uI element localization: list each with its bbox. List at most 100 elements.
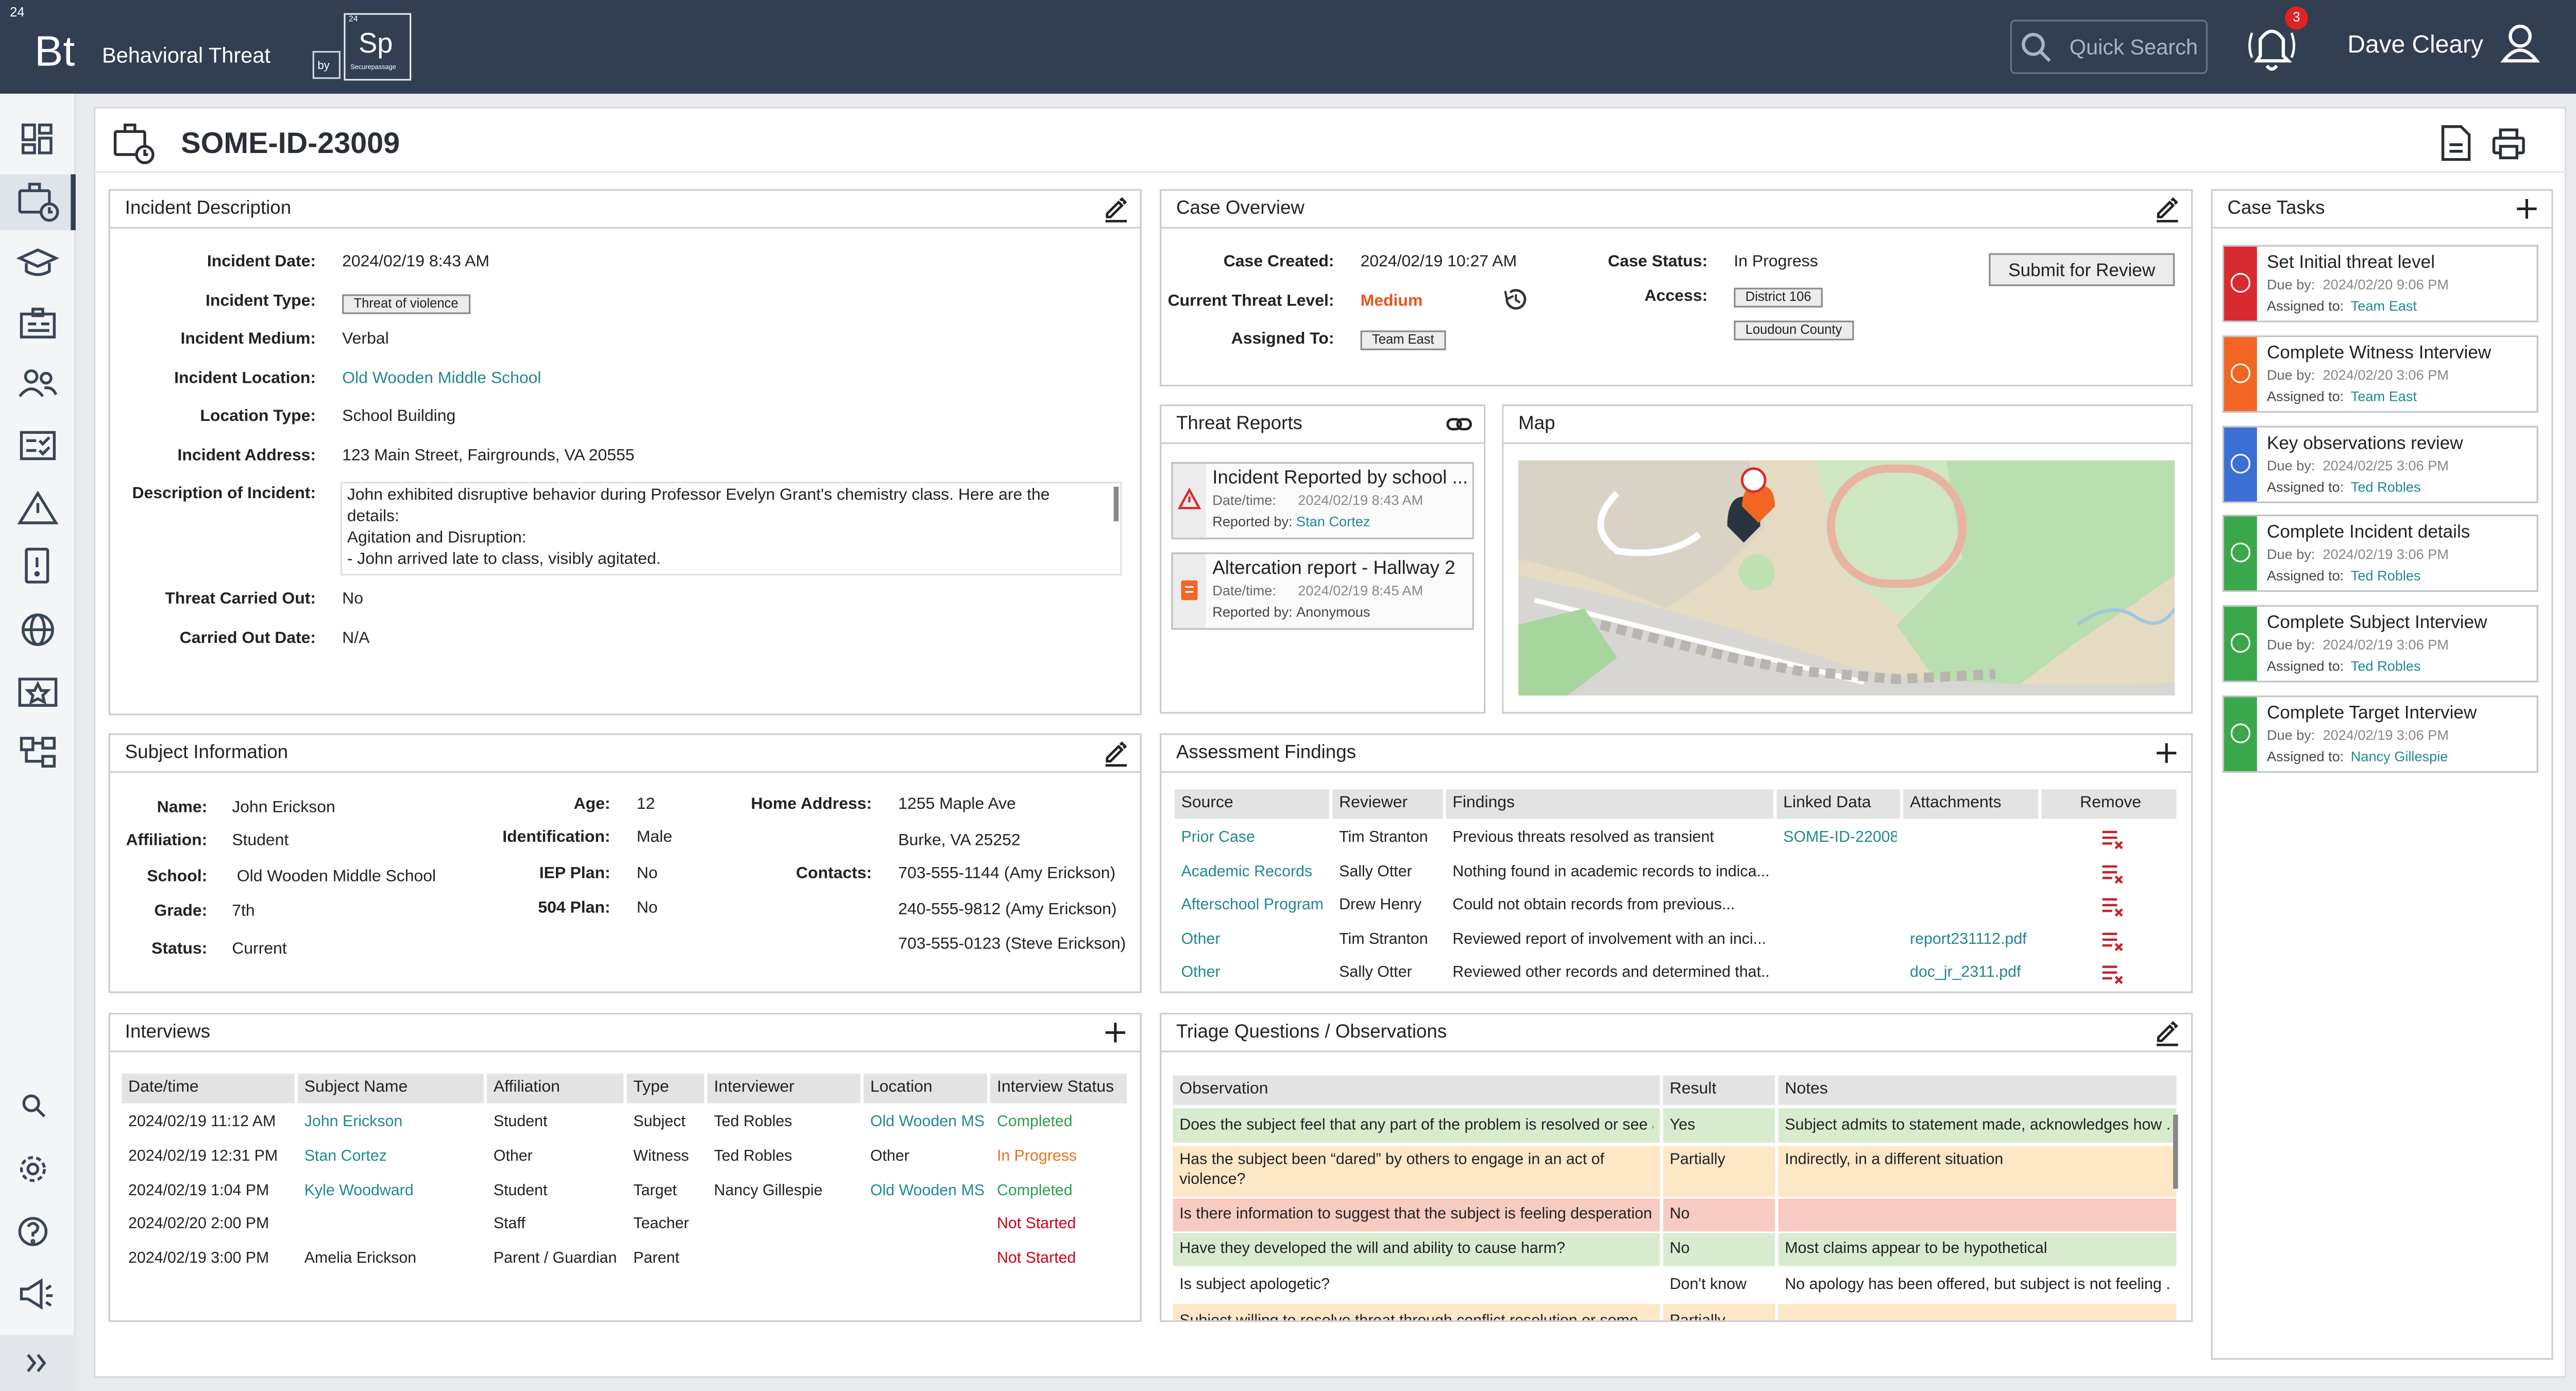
link-button[interactable] (1446, 411, 1472, 437)
panel-title: Interviews (125, 1023, 211, 1043)
column-header: Attachments (1910, 794, 2002, 812)
report-label: Date/time: (1212, 491, 1276, 508)
plus-button[interactable] (2514, 196, 2540, 222)
table-cell[interactable]: Stan Cortez (304, 1147, 387, 1166)
table-cell: 2024/02/19 11:12 AM (128, 1113, 276, 1131)
remove-button[interactable] (2100, 827, 2127, 853)
task-due: 2024/02/20 9:06 PM (2323, 276, 2449, 293)
table-cell: No apology has been offered, but subject… (1785, 1275, 2170, 1294)
field-label: Incident Type: (205, 293, 316, 311)
case-tasks-panel-header-rule (2211, 227, 2553, 229)
plus-button[interactable] (2154, 740, 2180, 766)
table-header-cell (990, 1074, 1127, 1104)
table-cell[interactable]: Academic Records (1181, 862, 1313, 881)
table-cell[interactable]: doc_jr_2311.pdf (1910, 963, 2021, 982)
search-placeholder[interactable]: Quick Search (2069, 35, 2198, 59)
task-label: Due by: (2266, 546, 2315, 563)
table-cell[interactable]: Prior Case (1181, 828, 1255, 847)
table-cell: Amelia Erickson (304, 1249, 417, 1268)
edit-button[interactable] (1102, 196, 1128, 223)
table-cell: Student (493, 1181, 548, 1200)
task-status-icon (2230, 273, 2251, 293)
report-card[interactable] (1171, 552, 1474, 630)
task-status-icon (2230, 633, 2251, 653)
report-label: Reported by: (1212, 603, 1293, 620)
report-label: Date/time: (1212, 582, 1276, 599)
panel-title: Map (1518, 414, 1555, 434)
remove-button[interactable] (2100, 894, 2127, 921)
table-cell: Sally Otter (1339, 963, 1412, 982)
field-label: Current Threat Level: (1167, 293, 1334, 311)
field-value[interactable]: Old Wooden Middle School (342, 370, 541, 388)
table-cell: Has the subject been “dared” by others t… (1179, 1151, 1604, 1189)
user-name[interactable]: Dave Cleary (2347, 31, 2483, 59)
task-card[interactable] (2222, 605, 2538, 683)
report-reporter[interactable]: Stan Cortez (1296, 513, 1370, 530)
table-cell[interactable]: Afterschool Program (1181, 896, 1324, 914)
task-due: 2024/02/19 3:06 PM (2323, 546, 2449, 563)
header-icons[interactable] (0, 0, 2576, 181)
map-view[interactable] (1518, 460, 2175, 696)
task-assignee[interactable]: Ted Robles (2350, 658, 2421, 675)
submit-button[interactable]: Submit for Review (1989, 253, 2175, 286)
table-cell: Subject (633, 1113, 686, 1131)
triage-cell-bg (1663, 1267, 1775, 1302)
column-header: Notes (1785, 1080, 1828, 1098)
task-title: Set Initial threat level (2266, 253, 2435, 273)
report-card[interactable] (1171, 462, 1474, 539)
task-assignee[interactable]: Team East (2350, 297, 2417, 314)
task-card[interactable] (2222, 425, 2538, 503)
table-cell[interactable]: Kyle Woodward (304, 1181, 414, 1200)
remove-button[interactable] (2100, 861, 2127, 887)
table-cell: Staff (493, 1215, 526, 1233)
table-cell[interactable]: Old Wooden MS (870, 1181, 984, 1200)
field-label: School: (147, 868, 208, 887)
edit-button[interactable] (2154, 1020, 2180, 1046)
task-assignee[interactable]: Ted Robles (2350, 478, 2421, 495)
table-cell[interactable]: John Erickson (304, 1113, 403, 1131)
remove-button[interactable] (2100, 928, 2127, 955)
task-card[interactable] (2222, 696, 2538, 773)
task-card[interactable] (2222, 515, 2538, 593)
task-label: Assigned to: (2266, 478, 2344, 495)
task-label: Due by: (2266, 636, 2315, 653)
task-card[interactable] (2222, 335, 2538, 413)
table-cell[interactable]: Old Wooden MS (870, 1113, 984, 1131)
table-cell[interactable]: report231112.pdf (1910, 929, 2027, 948)
warning-glyph (1177, 487, 1201, 510)
plus-button-glyph (2157, 743, 2177, 763)
edit-button[interactable] (1102, 740, 1128, 767)
search-box[interactable] (2010, 20, 2208, 74)
table-cell[interactable]: Other (1181, 929, 1221, 948)
badge-text: Securepassage (350, 62, 396, 71)
table-cell[interactable]: SOME-ID-22008 (1783, 828, 1897, 847)
badge-box (344, 13, 412, 81)
remove-button[interactable] (2100, 962, 2127, 988)
sidebar-icons[interactable] (0, 0, 76, 1391)
table-cell: No (1669, 1240, 1690, 1258)
sidebar-expand[interactable] (0, 1335, 76, 1391)
table-cell: Indirectly, in a different situation (1785, 1151, 2004, 1169)
task-card[interactable] (2222, 245, 2538, 323)
plus-button[interactable] (1102, 1020, 1128, 1046)
task-assignee[interactable]: Nancy Gillespie (2350, 748, 2448, 765)
table-header-cell (2041, 789, 2177, 819)
task-assignee[interactable]: Team East (2350, 387, 2417, 404)
edit-button[interactable] (2154, 196, 2180, 223)
task-assignee[interactable]: Ted Robles (2350, 568, 2421, 585)
triage-cell-bg (1173, 1146, 1660, 1197)
report-glyph (1181, 580, 1198, 600)
report-title: Incident Reported by school ... (1212, 468, 1468, 488)
table-header-cell (1776, 789, 1900, 819)
case-overview-panel (1160, 189, 2193, 387)
table-cell: Tim Stranton (1339, 828, 1428, 847)
history-button[interactable] (1502, 286, 1528, 312)
description-scrollbar (1113, 486, 1119, 521)
field-value: 703-555-0123 (Steve Erickson) (898, 935, 1126, 954)
report-datetime: 2024/02/19 8:43 AM (1298, 491, 1423, 508)
triage-cell-bg (1663, 1146, 1775, 1197)
table-cell: 2024/02/19 1:04 PM (128, 1181, 269, 1200)
field-value: No (636, 899, 658, 918)
table-cell: Is subject apologetic? (1179, 1275, 1330, 1294)
table-cell[interactable]: Other (1181, 963, 1221, 982)
